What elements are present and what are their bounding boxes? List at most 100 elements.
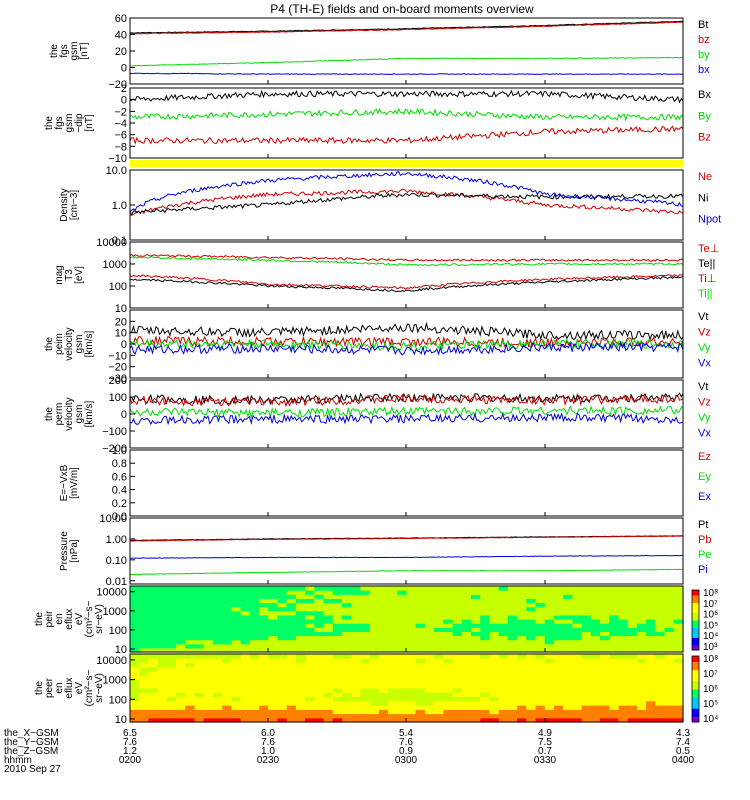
spectrogram-cell (378, 705, 389, 710)
spectrogram-cell (443, 598, 454, 604)
spectrogram-cell (378, 643, 389, 649)
spectrogram-cell (397, 623, 408, 628)
spectrogram-cell (646, 610, 656, 616)
spectrogram-cell (397, 635, 408, 641)
spectrogram-cell (434, 692, 444, 698)
spectrogram-cell (535, 598, 546, 604)
spectrogram-cell (323, 696, 334, 702)
spectrogram-cell (286, 594, 297, 599)
spectrogram-cell (323, 598, 334, 604)
spectrogram-cell (259, 602, 269, 608)
spectrogram-cell (517, 666, 527, 672)
spectrogram-cell (406, 643, 417, 649)
spectrogram-cell (636, 598, 647, 604)
spectrogram-cell (203, 627, 214, 632)
spectrogram-cell (240, 713, 251, 719)
spectrogram-cell (259, 688, 269, 693)
spectrogram-cell (655, 717, 666, 723)
spectrogram-cell (461, 606, 472, 612)
spectrogram-cell (553, 666, 564, 672)
spectrogram-cell (341, 713, 352, 719)
spectrogram-cell (590, 619, 601, 624)
spectrogram-cell (452, 675, 463, 681)
spectrogram-cell (222, 709, 232, 715)
spectrogram-cell (646, 675, 656, 681)
colorbar-label: 10⁴ (703, 714, 718, 725)
spectrogram-cell (646, 643, 656, 649)
spectrogram-cell (295, 623, 306, 628)
spectrogram-cell (268, 619, 279, 624)
spectrogram-cell (618, 696, 629, 702)
spectrogram-cell (323, 662, 334, 668)
spectrogram-cell (231, 610, 242, 616)
spectrogram-cell (609, 619, 620, 624)
spectrogram-cell (378, 610, 389, 616)
spectrogram-cell (139, 700, 150, 706)
spectrogram-cell (295, 666, 306, 672)
spectrogram-cell (351, 713, 362, 719)
spectrogram-cell (212, 614, 223, 620)
spectrogram-cell (526, 679, 537, 685)
spectrogram-cell (406, 666, 417, 672)
spectrogram-cell (406, 619, 417, 624)
spectrogram-cell (553, 610, 564, 616)
spectrogram-cell (627, 709, 638, 715)
spectrogram-cell (646, 647, 656, 653)
spectrogram-cell (130, 709, 140, 715)
spectrogram-cell (176, 610, 186, 616)
legend-bx: Bx (698, 89, 711, 101)
spectrogram-cell (388, 658, 398, 664)
spectrogram-cell (369, 717, 380, 723)
spectrogram-cell (434, 717, 444, 723)
spectrogram-cell (222, 705, 232, 710)
x-axis-value: 4.3 (676, 728, 690, 739)
spectrogram-cell (378, 631, 389, 637)
spectrogram-cell (139, 709, 150, 715)
spectrogram-cell (434, 623, 444, 628)
spectrogram-cell (212, 683, 223, 689)
spectrogram-cell (185, 696, 196, 702)
spectrogram-cell (609, 679, 620, 685)
spectrogram-cell (240, 717, 251, 723)
spectrogram-cell (148, 679, 159, 685)
spectrogram-cell (526, 610, 537, 616)
spectrogram-cell (397, 658, 408, 664)
spectrogram-cell (341, 639, 352, 645)
spectrogram-cell (194, 705, 205, 710)
spectrogram-cell (600, 627, 610, 632)
spectrogram-cell (526, 683, 537, 689)
spectrogram-cell (600, 590, 610, 595)
spectrogram-cell (295, 602, 306, 608)
spectrogram-cell (369, 696, 380, 702)
spectrogram-cell (415, 709, 426, 715)
spectrogram-cell (572, 602, 583, 608)
spectrogram-cell (489, 692, 500, 698)
colorbar-label: 10⁶ (703, 684, 718, 695)
spectrogram-cell (341, 614, 352, 620)
spectrogram-cell (544, 610, 555, 616)
spectrogram-cell (434, 602, 444, 608)
spectrogram-cell (203, 602, 214, 608)
spectrogram-cell (572, 643, 583, 649)
spectrogram-cell (646, 606, 656, 612)
spectrogram-cell (507, 700, 518, 706)
spectrogram-cell (526, 658, 537, 664)
spectrogram-cell (166, 598, 177, 604)
spectrogram-cell (517, 627, 527, 632)
spectrogram-cell (480, 619, 491, 624)
spectrogram-cell (259, 631, 269, 637)
spectrogram-cell (553, 717, 564, 723)
spectrogram-cell (378, 717, 389, 723)
spectrogram-cell (673, 606, 684, 612)
series-bt-line (129, 20, 684, 34)
spectrogram-cell (406, 662, 417, 668)
spectrogram-cell (249, 598, 260, 604)
y-tick-label: 10000 (96, 237, 127, 249)
spectrogram-cell (636, 717, 647, 723)
spectrogram-cell (249, 692, 260, 698)
legend-pi: Pi (698, 564, 708, 576)
spectrogram-cell (646, 658, 656, 664)
spectrogram-cell (277, 688, 288, 693)
spectrogram-cell (277, 705, 288, 710)
